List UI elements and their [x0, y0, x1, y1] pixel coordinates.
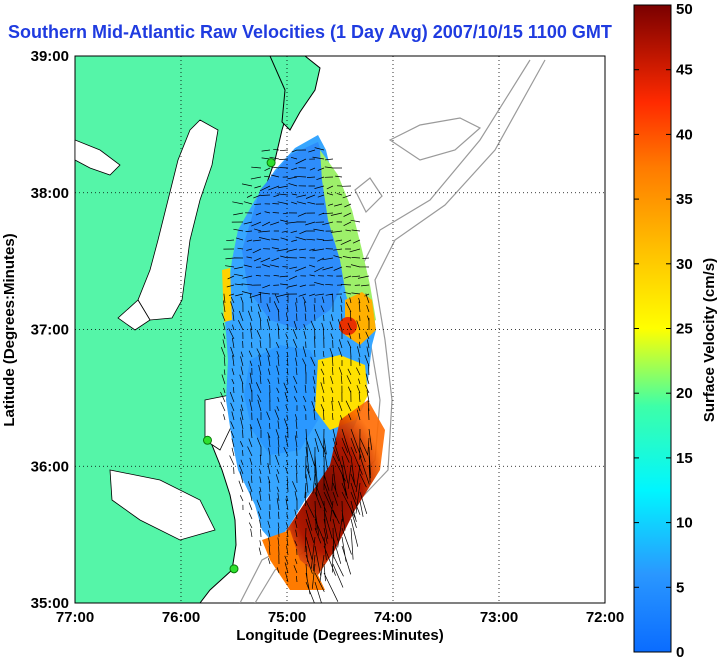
colorbar-label: Surface Velocity (cm/s) [701, 258, 718, 422]
colorbar-tick-label: 40 [676, 126, 693, 143]
colorbar-tick-label: 50 [676, 1, 693, 18]
bay-water [75, 119, 233, 541]
station-marker [229, 564, 239, 574]
chart-title: Southern Mid-Atlantic Raw Velocities (1 … [8, 22, 612, 42]
x-axis-ticks: 77:00 76:00 75:00 74:00 73:00 72:00 [56, 609, 624, 626]
y-axis-ticks: 35:00 36:00 37:00 38:00 39:00 [31, 48, 69, 612]
colorbar-tick-label: 10 [676, 515, 693, 532]
x-tick-label: 72:00 [586, 609, 624, 626]
colorbar-tick-label: 0 [676, 644, 684, 659]
y-tick-label: 36:00 [31, 458, 69, 475]
station-marker [272, 38, 280, 46]
y-tick-label: 37:00 [31, 322, 69, 339]
y-tick-label: 39:00 [31, 48, 69, 65]
colorbar-tick-label: 20 [676, 385, 693, 402]
x-tick-label: 77:00 [56, 609, 94, 626]
x-axis-label: Longitude (Degrees:Minutes) [236, 627, 444, 644]
colorbar-tick-label: 5 [676, 579, 684, 596]
x-tick-label: 73:00 [480, 609, 518, 626]
x-tick-label: 74:00 [374, 609, 412, 626]
y-tick-label: 38:00 [31, 185, 69, 202]
y-axis-label: Latitude (Degrees:Minutes) [1, 233, 18, 426]
colorbar-tick-label: 35 [676, 191, 693, 208]
velocity-field [222, 135, 385, 590]
colorbar-tick-label: 15 [676, 450, 693, 467]
colorbar-tick-label: 45 [676, 62, 693, 79]
colorbar-tick-label: 30 [676, 256, 693, 273]
station-marker [203, 435, 212, 445]
grid-lines [75, 56, 605, 603]
colorbar-ticks: 0 5 10 15 20 25 30 35 40 45 50 [634, 1, 693, 659]
velocity-vector-set [220, 147, 373, 603]
station-markers [203, 38, 280, 574]
colorbar [633, 4, 672, 653]
velocity-vectors [220, 147, 373, 603]
station-marker [266, 158, 276, 168]
colorbar-tick-label: 25 [676, 321, 693, 338]
x-tick-label: 75:00 [268, 609, 306, 626]
x-tick-label: 76:00 [162, 609, 200, 626]
y-tick-label: 35:00 [31, 595, 69, 612]
land-area [75, 56, 321, 603]
